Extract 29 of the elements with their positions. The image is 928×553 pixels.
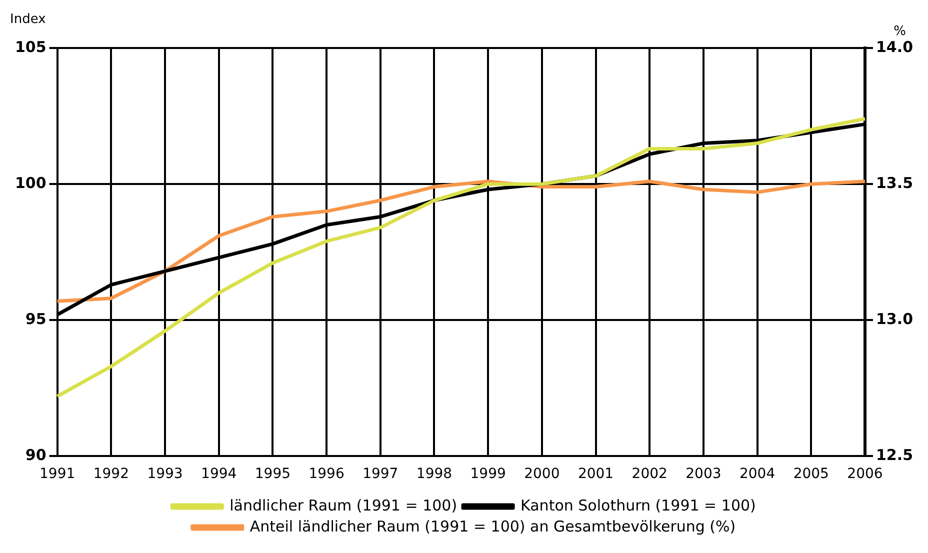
y-tick-label: 100 <box>15 174 46 192</box>
x-tick-label: 2000 <box>524 466 560 482</box>
y2-tick-label: 14.0 <box>876 38 914 56</box>
legend-label: Kanton Solothurn (1991 = 100) <box>520 496 756 514</box>
y-axis-title: Index <box>10 12 46 27</box>
y2-axis-title: % <box>894 24 906 39</box>
x-tick-label: 2003 <box>686 466 722 482</box>
legend-label: ländlicher Raum (1991 = 100) <box>230 496 458 514</box>
x-tick-label: 1998 <box>416 466 452 482</box>
y2-tick-label: 13.0 <box>876 310 914 328</box>
x-tick-label: 1996 <box>308 466 344 482</box>
x-tick-label: 1993 <box>147 466 183 482</box>
x-tick-label: 1992 <box>93 466 129 482</box>
x-tick-label: 1994 <box>201 466 237 482</box>
x-tick-label: 1997 <box>362 466 398 482</box>
y-tick-label: 95 <box>25 310 46 328</box>
x-tick-label: 1995 <box>254 466 291 482</box>
x-tick-label: 1999 <box>470 466 506 482</box>
y2-tick-label: 13.5 <box>876 174 914 192</box>
y-tick-label: 90 <box>25 446 46 464</box>
y-tick-label: 105 <box>15 38 46 56</box>
x-tick-label: 1991 <box>39 466 76 482</box>
x-tick-label: 2005 <box>793 466 829 482</box>
y2-tick-label: 12.5 <box>876 446 914 464</box>
x-tick-label: 2002 <box>632 466 668 482</box>
x-tick-label: 2004 <box>739 466 776 482</box>
x-tick-label: 2006 <box>847 466 883 482</box>
x-tick-label: 2001 <box>578 466 614 482</box>
legend-label: Anteil ländlicher Raum (1991 = 100) an Gesamtbevölkerung (%) <box>250 517 736 536</box>
